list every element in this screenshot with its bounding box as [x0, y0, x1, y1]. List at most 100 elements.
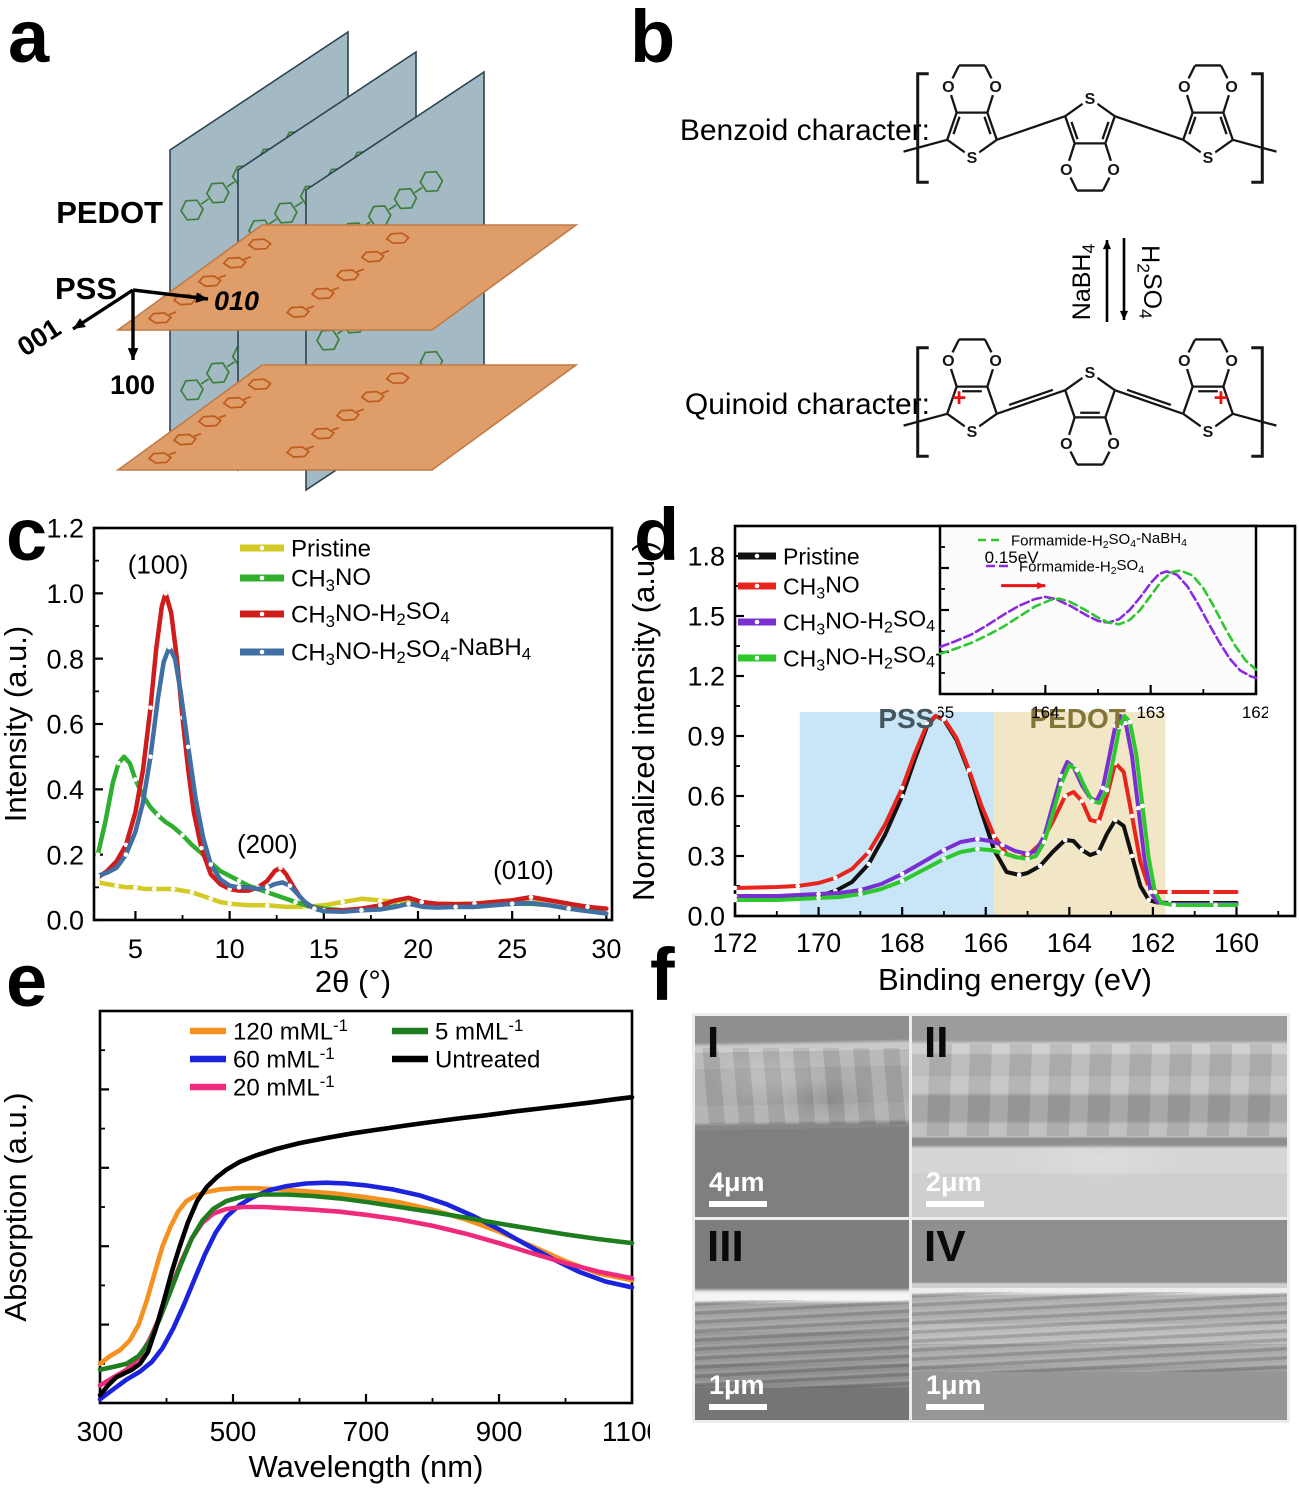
data-marker: [866, 861, 872, 867]
oxygen-atom: O: [1060, 436, 1072, 453]
data-marker: [899, 871, 905, 877]
oxygen-atom: O: [1225, 353, 1237, 370]
data-marker: [264, 885, 270, 890]
legend-label: 5 mML-1: [435, 1016, 523, 1045]
scale-bar-label: 1μm: [709, 1370, 765, 1400]
scale-bar: 1μm: [709, 1370, 767, 1410]
legend-marker: [259, 575, 265, 581]
sem-texture: [912, 1291, 1287, 1372]
bond: [983, 64, 997, 88]
data-marker: [1171, 902, 1177, 908]
bond: [1182, 138, 1209, 159]
bond-double-inner: [1219, 116, 1228, 135]
y-tick-label: 1.8: [687, 542, 725, 572]
molecule-chain: [147, 238, 272, 324]
x-axis-label: Wavelength (nm): [249, 1449, 484, 1484]
molecule-bond: [388, 204, 397, 211]
bond: [1219, 64, 1233, 88]
data-marker: [1148, 889, 1154, 895]
arrow-head: [1102, 240, 1112, 250]
molecule-ring: [247, 378, 272, 391]
data-marker: [114, 883, 119, 888]
molecule-bond: [200, 198, 210, 205]
series-ch3no-h2so4-nabh4: [95, 644, 609, 916]
scale-bar-line: [709, 1200, 767, 1207]
y-tick-label: 1.0: [46, 579, 84, 609]
data-marker: [264, 903, 270, 908]
data-marker: [899, 878, 905, 884]
x-tick-label: 700: [343, 1416, 390, 1447]
scale-bar-label: 4μm: [709, 1166, 765, 1197]
sem-roman-label: IV: [924, 1221, 966, 1271]
data-marker: [278, 865, 283, 871]
oxygen-atom: O: [989, 79, 1001, 96]
y-axis-label: Absorption (a.u.): [0, 1092, 33, 1321]
molecule-ring: [197, 415, 223, 428]
data-marker: [185, 744, 191, 750]
bond: [946, 386, 958, 415]
pedot-region: [994, 712, 1166, 916]
bond-double: [946, 112, 958, 141]
pss-plane: [115, 364, 579, 471]
data-marker: [1079, 798, 1085, 804]
chain-stub: [1232, 412, 1277, 427]
panel-label-a: a: [8, 0, 50, 78]
series-untreated: [97, 1094, 635, 1398]
data-marker: [199, 845, 204, 851]
data-marker: [208, 862, 214, 867]
molecule-bond: [331, 286, 340, 292]
data-marker: [340, 899, 345, 905]
sem-grid: I 4μm II 2μm III 1μm: [692, 1013, 1290, 1423]
data-marker: [1079, 847, 1085, 853]
legend-label: Pristine: [291, 536, 371, 563]
panel-f-sem-images: I 4μm II 2μm III 1μm: [650, 985, 1299, 1490]
series-5-mml-1: [97, 1192, 635, 1372]
molecule-bond: [381, 249, 390, 255]
molecule-ring: [393, 187, 418, 210]
molecule-bond: [193, 432, 202, 438]
bond: [947, 338, 961, 362]
molecule-chain: [285, 372, 410, 458]
sulfur-atom: S: [1085, 91, 1096, 108]
arrow-head: [73, 318, 86, 329]
data-marker: [155, 813, 161, 818]
bond: [947, 86, 958, 114]
y-tick-label: 1.5: [687, 602, 725, 632]
x-tick-label: 164: [1031, 703, 1059, 722]
bond: [1101, 442, 1115, 466]
data-marker: [95, 852, 101, 857]
panel-label-f: f: [650, 933, 675, 1016]
data-marker: [1100, 785, 1106, 791]
bond-double: [1182, 112, 1194, 141]
bond: [946, 138, 973, 159]
panel-c-xrd-chart-svg: 5 10 15 20 25 30 0.0 0.2 0.4 0.6 0.8 1.0 1.2 2θ (°) In…: [0, 514, 621, 999]
molecule-ring: [247, 238, 272, 251]
legend-label: CH3NO: [291, 564, 371, 595]
bond: [1207, 412, 1234, 433]
bracket-right: [1251, 346, 1264, 458]
oxygen-atom: O: [1225, 79, 1237, 96]
oxygen-atom: O: [1107, 436, 1119, 453]
molecule-bond: [306, 305, 315, 310]
annotation: (200): [237, 829, 298, 859]
panel-d-xps: 172 170 168 166 164 162 160 0.0 0.3 0.6 0.9 1.2 1.5 1…: [626, 500, 1299, 998]
sem-texture: [912, 1044, 1287, 1137]
data-marker: [1112, 723, 1118, 729]
data-marker: [975, 846, 980, 852]
data-marker: [359, 907, 364, 913]
scale-bar-label: 2μm: [926, 1166, 982, 1197]
data-marker: [1096, 819, 1101, 825]
molecule-ring: [310, 287, 336, 300]
positive-charge: +: [1214, 384, 1229, 412]
nabh4-label: NaBH4: [1068, 244, 1099, 321]
data-marker: [991, 833, 997, 839]
arrow-head: [195, 292, 208, 303]
data-marker: [1213, 902, 1218, 908]
y-tick-label: 1.2: [687, 662, 725, 692]
arrow-line: [72, 288, 134, 331]
molecule-bond: [243, 255, 252, 261]
x-tick-label: 172: [712, 928, 757, 958]
data-marker: [1037, 863, 1043, 869]
bracket-left: [916, 346, 929, 458]
